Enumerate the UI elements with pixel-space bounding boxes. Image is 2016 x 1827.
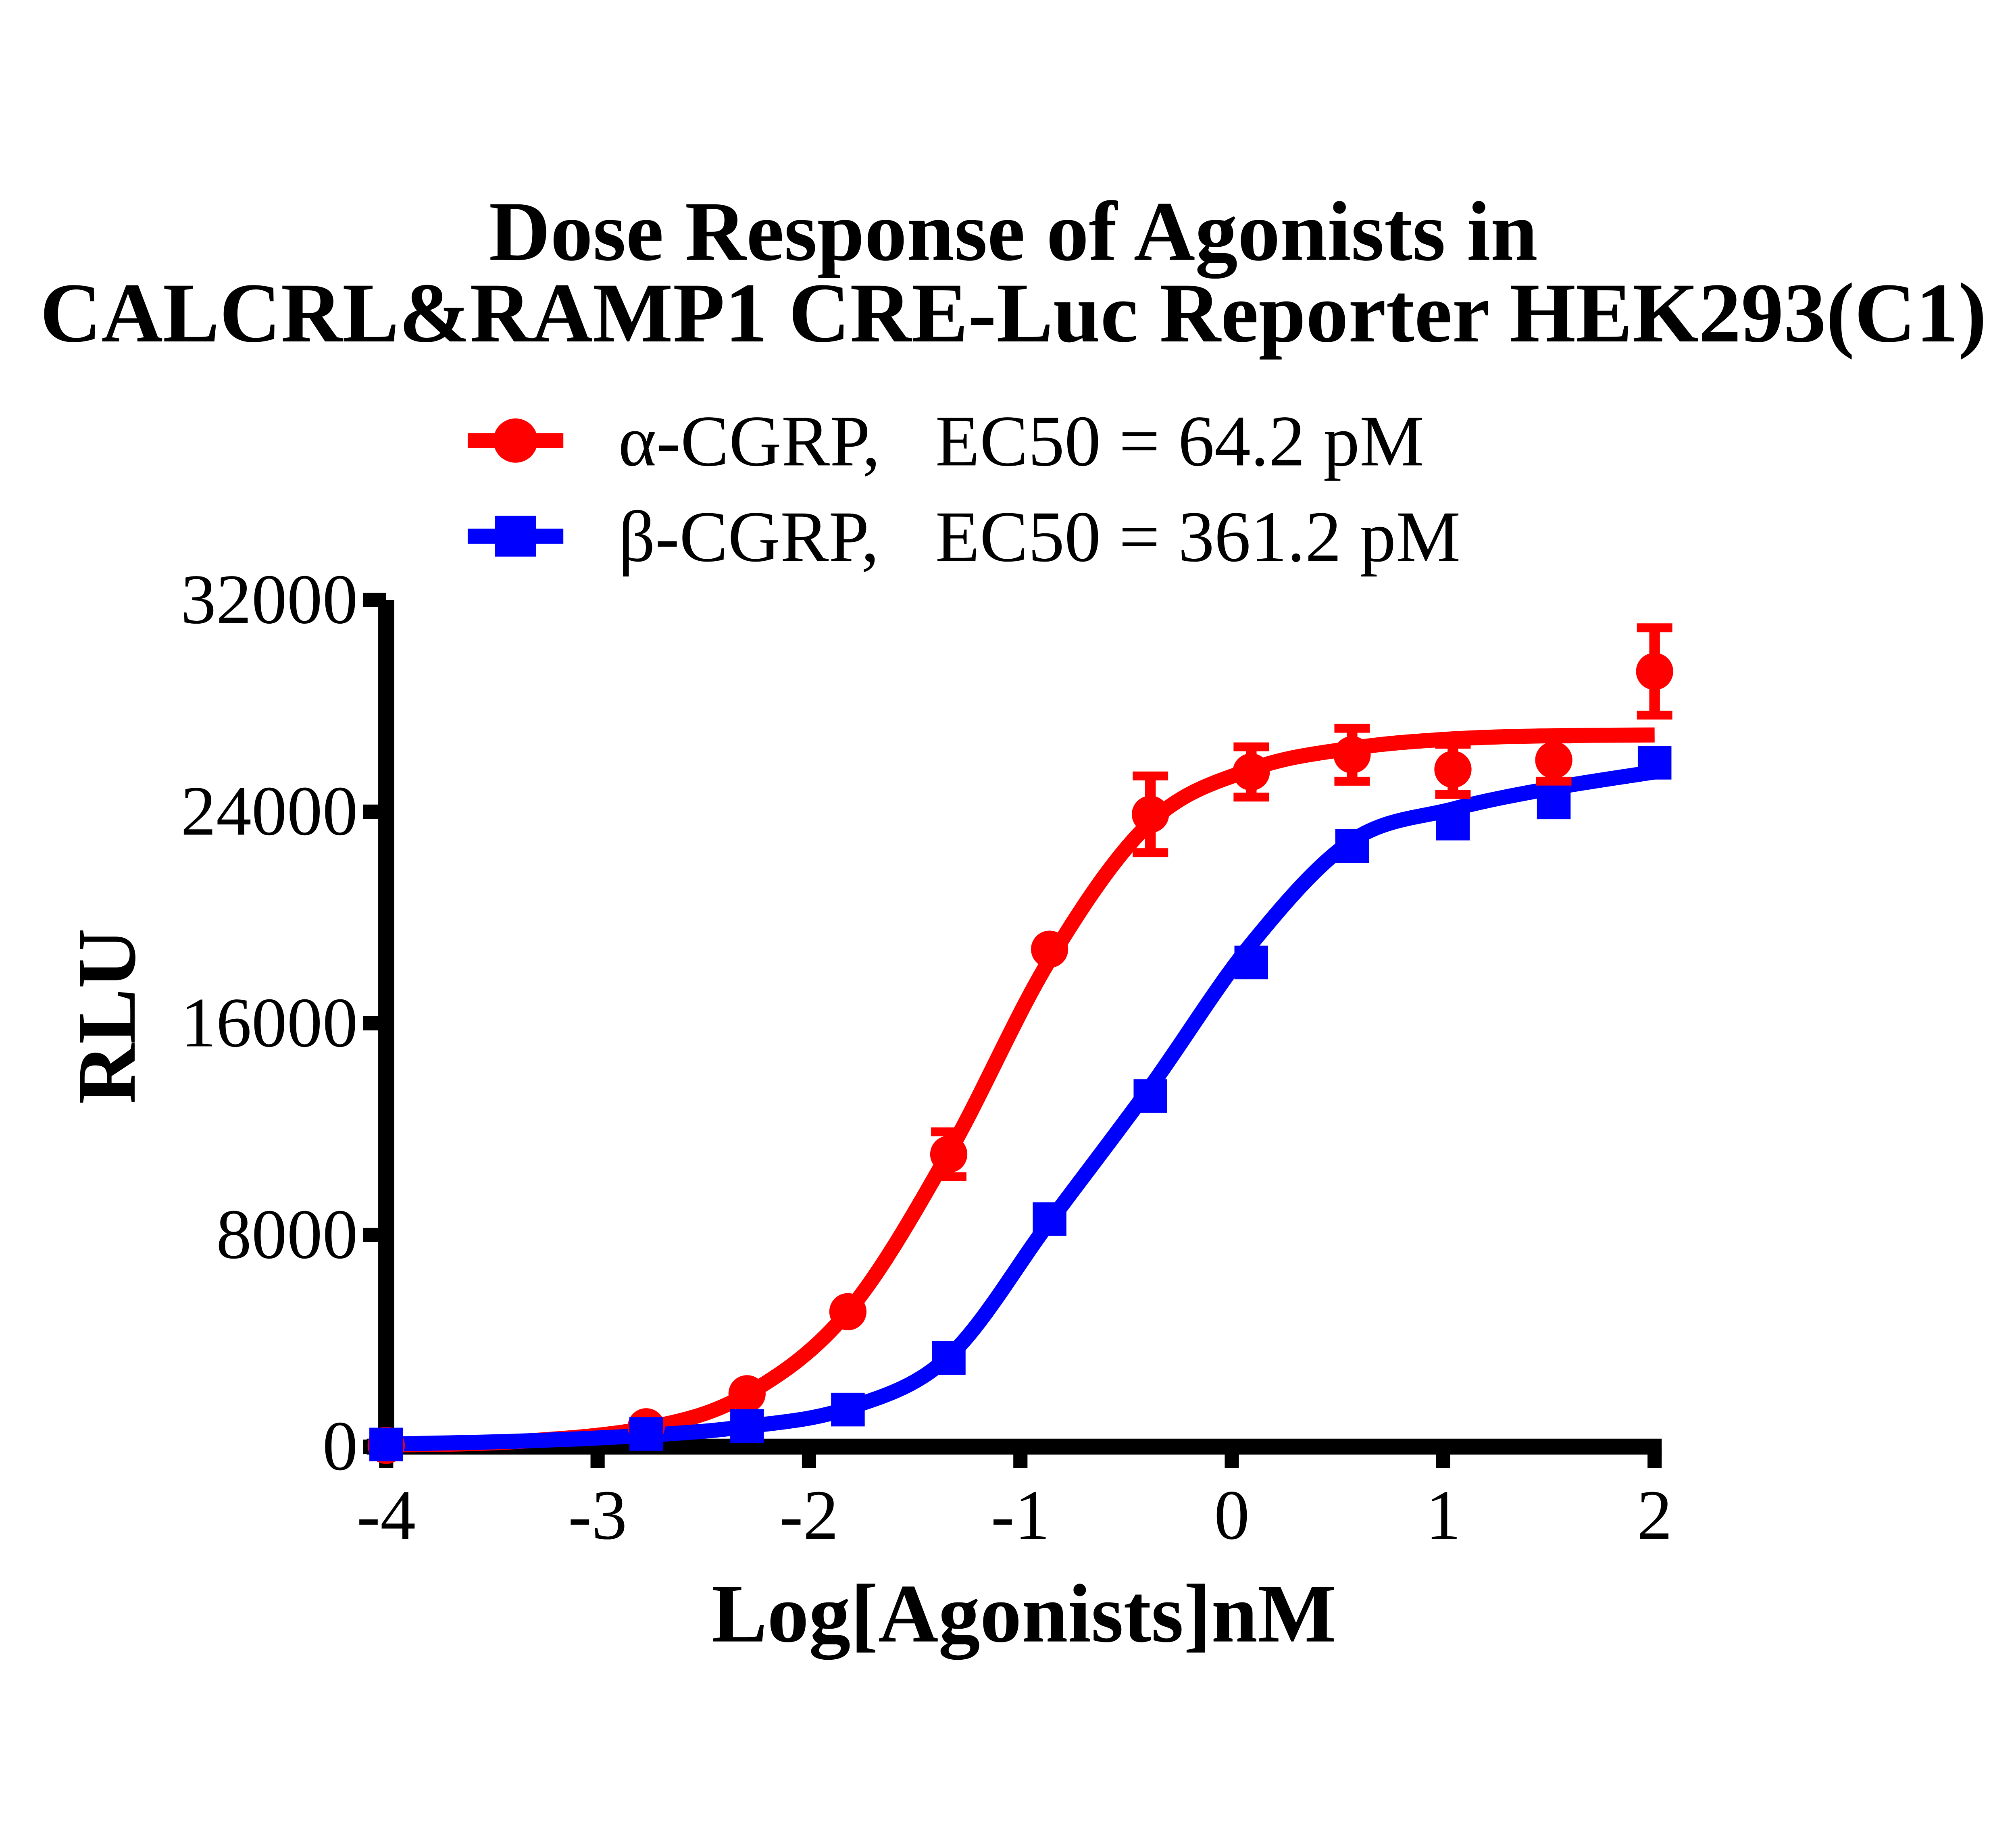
x-tick-label: 0 xyxy=(1214,1476,1250,1554)
beta-cgrp-data-point xyxy=(1436,807,1470,841)
beta-cgrp-data-point xyxy=(369,1427,403,1461)
legend-circle-icon xyxy=(493,418,538,463)
alpha-cgrp-curve xyxy=(386,727,1655,1453)
x-tick-label: -4 xyxy=(357,1476,416,1554)
legend-marker-alpha-cgrp xyxy=(467,418,564,463)
y-tick-label: 32000 xyxy=(181,560,358,639)
alpha-cgrp-data-point xyxy=(1535,741,1572,779)
x-tick-label: 2 xyxy=(1637,1476,1672,1554)
y-tick-label: 16000 xyxy=(181,984,358,1062)
legend-square-icon xyxy=(495,516,536,557)
beta-cgrp-data-point xyxy=(1537,785,1571,820)
x-axis-title: Log[Agonists]nM xyxy=(712,1567,1336,1660)
data-points xyxy=(367,653,1673,1464)
alpha-cgrp-data-point xyxy=(1636,653,1673,690)
beta-cgrp-data-point xyxy=(1234,945,1268,980)
alpha-cgrp-data-point xyxy=(930,1136,968,1173)
error-bars xyxy=(931,623,1672,1182)
beta-cgrp-data-point xyxy=(831,1392,865,1427)
y-axis-title: RLU xyxy=(60,928,153,1104)
beta-cgrp-curve xyxy=(386,764,1656,1452)
tick-labels: 0 8000 16000 24000 32000 -4 -3 -2 -1 0 1 2 xyxy=(181,560,1672,1554)
alpha-cgrp-data-point xyxy=(1233,753,1270,791)
beta-cgrp-data-point xyxy=(730,1409,764,1443)
chart-title-line2: CALCRL&RAMP1 CRE-Luc Reporter HEK293(C1) xyxy=(40,266,1987,360)
beta-cgrp-data-point xyxy=(932,1341,966,1375)
legend-marker-beta-cgrp xyxy=(467,516,564,557)
alpha-cgrp-data-point xyxy=(1031,930,1068,968)
legend-ec50-alpha-cgrp: EC50 = 64.2 pM xyxy=(935,400,1424,481)
alpha-cgrp-data-point xyxy=(829,1293,867,1330)
beta-cgrp-data-point xyxy=(1133,1079,1167,1113)
alpha-cgrp-data-point xyxy=(728,1375,766,1413)
x-tick-label: -3 xyxy=(568,1476,627,1554)
legend: α-CGRP, EC50 = 64.2 pM β-CGRP, EC50 = 36… xyxy=(467,400,1460,577)
x-tick-label: 1 xyxy=(1425,1476,1461,1554)
fitted-curves xyxy=(386,727,1656,1453)
beta-cgrp-data-point xyxy=(629,1417,663,1451)
alpha-cgrp-data-point xyxy=(1132,795,1169,833)
alpha-cgrp-data-point xyxy=(1434,751,1472,788)
alpha-cgrp-data-point xyxy=(1333,736,1371,774)
legend-ec50-beta-cgrp: EC50 = 361.2 pM xyxy=(935,496,1460,577)
y-tick-label: 0 xyxy=(323,1407,358,1486)
legend-label-alpha-cgrp: α-CGRP, xyxy=(618,400,880,481)
y-tick-label: 8000 xyxy=(216,1195,358,1274)
legend-label-beta-cgrp: β-CGRP, xyxy=(618,496,879,577)
axes xyxy=(363,593,1662,1468)
y-tick-label: 24000 xyxy=(181,772,358,850)
x-tick-label: -2 xyxy=(779,1476,838,1554)
x-tick-label: -1 xyxy=(991,1476,1050,1554)
beta-cgrp-data-point xyxy=(1637,746,1672,780)
chart-title-line1: Dose Response of Agonists in xyxy=(489,184,1538,279)
beta-cgrp-data-point xyxy=(1033,1202,1066,1236)
beta-cgrp-data-point xyxy=(1335,829,1369,863)
